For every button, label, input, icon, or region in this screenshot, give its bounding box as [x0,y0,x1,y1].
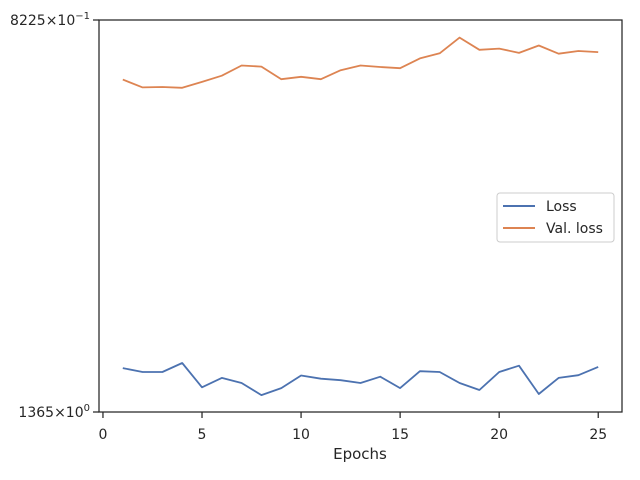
series-line-loss [122,362,599,397]
x-tick-label: 0 [99,427,108,443]
plot-frame [98,19,623,413]
x-tick-label: 5 [198,427,207,443]
x-tick-label: 25 [589,427,607,443]
x-tick-label: 20 [490,427,508,443]
legend-label-loss: Loss [546,199,577,215]
x-axis-label: Epochs [333,445,387,463]
y-tick-label-bottom: 1365×100 [18,403,90,421]
x-ticks: 0 5 10 15 20 25 [99,412,607,443]
x-tick-label: 15 [391,427,409,443]
y-tick-label-top: 8225×10−1 [10,11,90,29]
series-layer [122,36,599,397]
x-tick-label: 10 [292,427,310,443]
legend: Loss Val. loss [496,192,615,243]
legend-label-val-loss: Val. loss [546,221,603,237]
series-line-val-loss [122,36,599,89]
